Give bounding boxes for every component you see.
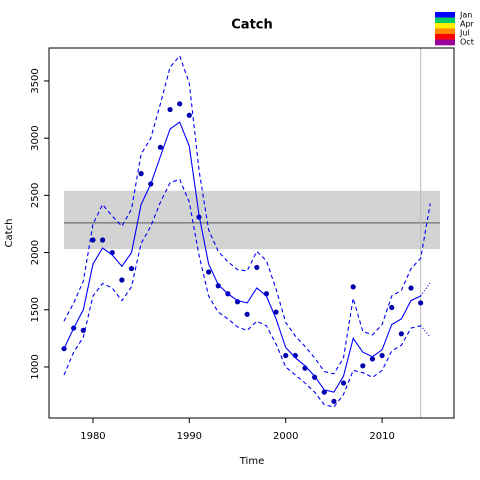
data-point — [254, 264, 260, 271]
x-tick-label: 1990 — [177, 431, 202, 442]
y-tick-label: 3500 — [30, 68, 41, 93]
data-point — [408, 285, 414, 291]
data-point — [418, 300, 424, 306]
x-tick-label: 2010 — [369, 431, 394, 442]
data-point — [360, 363, 366, 369]
data-point — [321, 389, 327, 395]
legend-swatch — [435, 23, 455, 29]
chart-title: Catch — [231, 18, 273, 33]
y-tick-label: 3000 — [30, 125, 41, 150]
data-point — [273, 309, 279, 315]
x-tick-label: 1980 — [80, 431, 105, 442]
plot-frame — [48, 47, 455, 419]
legend-swatch — [435, 17, 455, 24]
y-tick-label: 2500 — [30, 183, 41, 208]
legend-label: Apr — [460, 20, 475, 29]
series-line — [63, 178, 421, 408]
series-line — [63, 121, 421, 393]
y-tick-label: 1500 — [30, 297, 41, 322]
data-point — [167, 106, 173, 113]
x-axis-label: Time — [239, 456, 264, 467]
data-point — [244, 311, 250, 317]
legend-swatch — [435, 39, 455, 46]
data-point — [99, 237, 106, 243]
data-point — [157, 144, 164, 150]
series-line — [420, 325, 431, 338]
data-point — [119, 277, 125, 283]
legend-label: Oct — [460, 38, 474, 47]
y-tick-label: 2000 — [30, 240, 41, 265]
series-line — [420, 281, 431, 297]
ci-band — [64, 190, 440, 250]
y-axis-label: Catch — [4, 219, 15, 248]
legend-swatch — [435, 12, 455, 18]
legend-label: Jan — [459, 11, 472, 20]
data-point — [80, 327, 86, 333]
data-point — [138, 171, 144, 177]
data-point — [389, 304, 395, 311]
data-point — [206, 269, 212, 275]
data-point — [340, 380, 347, 386]
legend-swatch — [435, 34, 455, 40]
data-point — [128, 265, 135, 272]
legend-swatch — [435, 28, 455, 35]
data-point — [186, 112, 192, 118]
y-tick-label: 1000 — [30, 354, 41, 379]
data-point — [215, 283, 221, 289]
data-point — [369, 356, 376, 362]
data-point — [398, 331, 404, 337]
legend-label: Jul — [459, 29, 470, 38]
x-tick-label: 2000 — [273, 431, 298, 442]
data-point — [283, 352, 289, 359]
data-point — [90, 237, 96, 243]
data-point — [350, 284, 356, 290]
data-point — [379, 352, 385, 359]
data-point — [177, 101, 183, 107]
data-point — [331, 398, 337, 404]
